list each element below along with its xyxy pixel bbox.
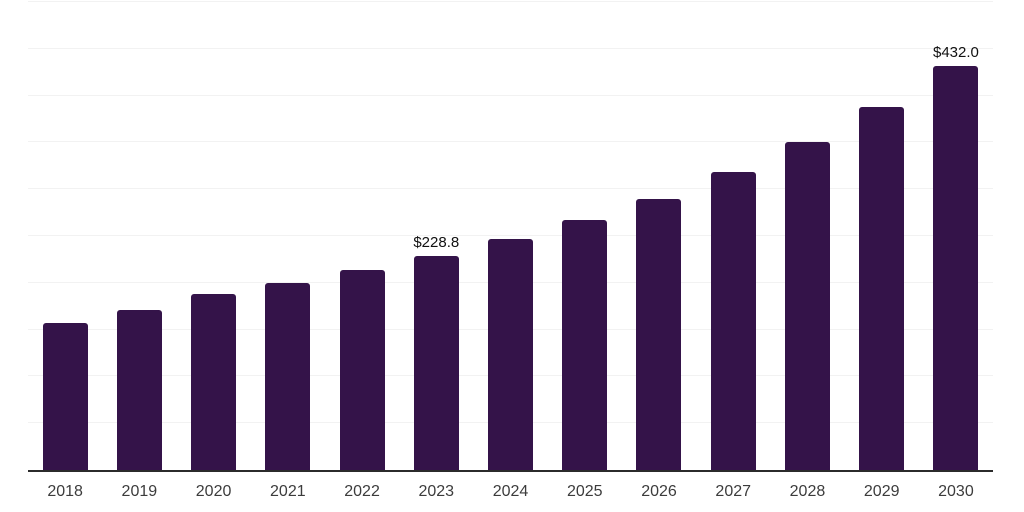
plot-area: $228.8 $432.0 bbox=[28, 1, 993, 472]
x-tick-label-2028: 2028 bbox=[789, 483, 826, 500]
bar-cell-2023: $228.8 bbox=[399, 2, 473, 470]
bar-2023 bbox=[413, 255, 459, 470]
data-label-2030: $432.0 bbox=[932, 43, 979, 61]
bar-2029 bbox=[859, 107, 905, 470]
gridline-400 bbox=[28, 94, 993, 96]
bar-2020 bbox=[191, 294, 237, 470]
x-tick-label-2023: 2023 bbox=[418, 483, 455, 500]
x-tick-label-2030: 2030 bbox=[938, 483, 974, 500]
bar-cell-2028 bbox=[770, 2, 844, 470]
x-tick-label-2024: 2024 bbox=[492, 483, 529, 500]
bar-2025 bbox=[562, 220, 608, 470]
gridline-500 bbox=[28, 1, 993, 2]
bar-cell-2021 bbox=[251, 2, 325, 470]
bar-series: $228.8 $432.0 bbox=[28, 2, 993, 470]
x-tick-label-2025: 2025 bbox=[566, 483, 603, 500]
bar-cell-2020 bbox=[176, 2, 250, 470]
bar-cell-2027 bbox=[696, 2, 770, 470]
x-tick-label-2019: 2019 bbox=[121, 483, 158, 500]
bar-2022 bbox=[339, 269, 385, 470]
x-axis-line bbox=[28, 470, 993, 472]
x-tick-label-2018: 2018 bbox=[47, 483, 83, 500]
bar-2027 bbox=[710, 171, 756, 470]
x-tick-label-2021: 2021 bbox=[270, 483, 306, 500]
bar-cell-2018 bbox=[28, 2, 102, 470]
x-axis-tick-labels: 2018 2019 2020 2021 2022 2023 2024 2025 2026 2027… bbox=[28, 484, 993, 500]
x-tick-label-2022: 2022 bbox=[344, 483, 380, 500]
bar-2024 bbox=[488, 239, 534, 470]
bar-cell-2029 bbox=[845, 2, 919, 470]
bar-cell-2026 bbox=[622, 2, 696, 470]
bar-cell-2019 bbox=[102, 2, 176, 470]
bar-cell-2030: $432.0 bbox=[919, 2, 993, 470]
x-tick-label-2029: 2029 bbox=[863, 483, 900, 500]
bar-2021 bbox=[265, 283, 311, 470]
gridline-450 bbox=[28, 47, 993, 49]
bar-2019 bbox=[116, 310, 162, 470]
x-tick-label-2020: 2020 bbox=[195, 483, 232, 500]
x-tick-label-2026: 2026 bbox=[641, 483, 677, 500]
gridline-300 bbox=[28, 188, 993, 190]
gridline-250 bbox=[28, 235, 993, 236]
bar-cell-2022 bbox=[325, 2, 399, 470]
bar-2018 bbox=[42, 322, 88, 470]
bar-cell-2025 bbox=[548, 2, 622, 470]
bar-cell-2024 bbox=[473, 2, 547, 470]
bar-2030 bbox=[933, 65, 979, 470]
bar-2026 bbox=[636, 199, 682, 470]
bar-2028 bbox=[784, 142, 830, 470]
x-tick-label-2027: 2027 bbox=[715, 483, 752, 500]
gridline-350 bbox=[28, 141, 993, 143]
data-label-2023: $228.8 bbox=[413, 233, 460, 251]
